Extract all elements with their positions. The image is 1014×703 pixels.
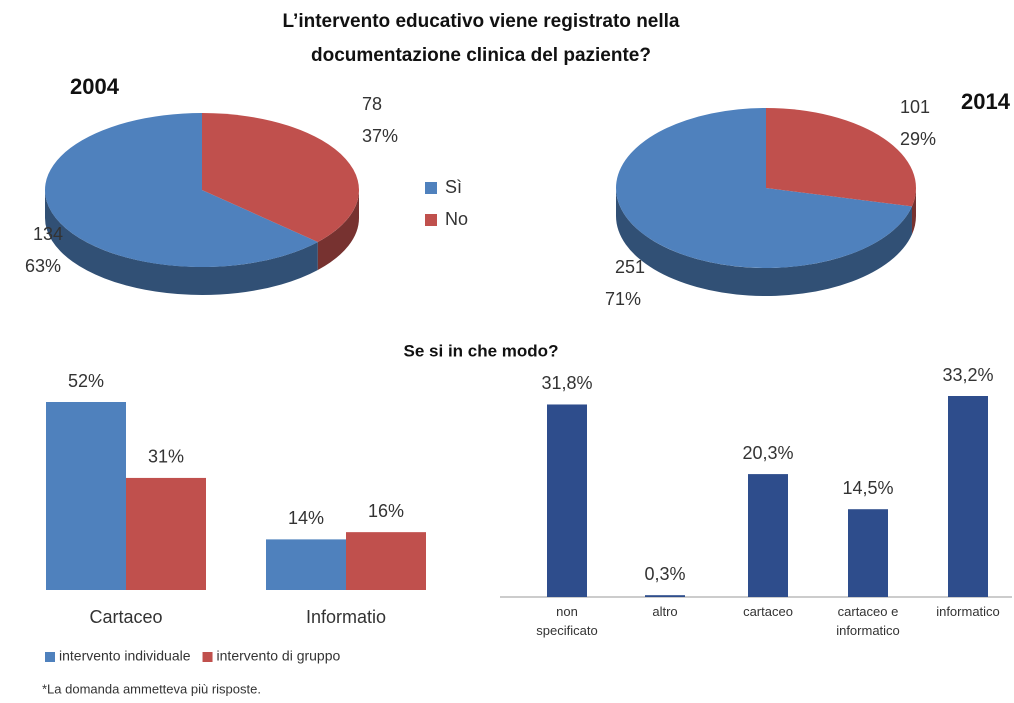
title-line: L’intervento educativo viene registrato … xyxy=(282,11,679,32)
slice-percent: 63% xyxy=(25,256,61,276)
bar-value-label: 16% xyxy=(368,501,404,521)
slice-percent: 37% xyxy=(362,126,398,146)
bar-value-label: 31% xyxy=(148,447,184,467)
legend-label: No xyxy=(445,209,468,229)
bar-value-label: 0,3% xyxy=(644,564,685,584)
x-label-box: non specificato xyxy=(536,604,598,638)
x-tick-label: altro xyxy=(652,604,678,619)
x-tick-label: Cartaceo xyxy=(89,607,162,627)
bar xyxy=(126,477,206,590)
footnote: *La domanda ammetteva più risposte. xyxy=(42,681,261,696)
slice-percent: 29% xyxy=(900,129,936,149)
slice-value: 251 xyxy=(615,257,645,277)
x-tick-label: cartaceo xyxy=(743,604,793,619)
bar xyxy=(948,396,988,597)
bar xyxy=(645,595,685,597)
bar xyxy=(266,539,346,590)
slice-side xyxy=(616,188,912,297)
pie-title: 2004 xyxy=(70,74,120,99)
bar xyxy=(748,474,788,597)
legend-swatch xyxy=(202,652,213,662)
pie-title: 2014 xyxy=(961,89,1011,114)
slice-percent: 71% xyxy=(605,289,641,309)
x-label-box: cartaceo e informatico xyxy=(836,604,900,638)
x-label-box: informatico xyxy=(936,604,1000,619)
pie-slice xyxy=(44,113,318,267)
legend-swatch xyxy=(425,214,437,226)
bar-value-label: 31,8% xyxy=(541,373,592,393)
legend-swatch xyxy=(425,182,437,194)
slice-side xyxy=(911,188,916,235)
x-tick-label: cartaceo e informatico xyxy=(836,604,900,638)
legend-label: Sì xyxy=(445,177,462,197)
bar-value-label: 52% xyxy=(68,371,104,391)
bar xyxy=(46,402,126,590)
title-line: documentazione clinica del paziente? xyxy=(311,45,651,66)
legend-label: intervento di gruppo xyxy=(217,648,341,664)
x-tick-label: non specificato xyxy=(536,604,598,638)
bar-value-label: 14,5% xyxy=(842,478,893,498)
bar xyxy=(848,509,888,597)
slice-side xyxy=(45,190,318,295)
bar-value-label: 14% xyxy=(288,508,324,528)
slice-value: 101 xyxy=(900,97,930,117)
pie-slice xyxy=(202,113,359,242)
bar-value-label: 20,3% xyxy=(742,443,793,463)
pie-slice xyxy=(616,108,912,268)
legend-swatch xyxy=(45,652,55,662)
slice-value: 134 xyxy=(33,224,63,244)
subtitle: Se si in che modo? xyxy=(404,341,559,360)
slice-side xyxy=(317,190,359,270)
x-label-box: altro xyxy=(652,604,678,619)
legend-label: intervento individuale xyxy=(59,648,191,664)
bar xyxy=(547,404,587,597)
x-label-box: cartaceo xyxy=(743,604,793,619)
pie-slice xyxy=(766,108,916,207)
slice-value: 78 xyxy=(362,94,382,114)
x-tick-label: informatico xyxy=(936,604,1000,619)
bar xyxy=(346,532,426,590)
x-tick-label: Informatio xyxy=(306,607,386,627)
bar-value-label: 33,2% xyxy=(942,365,993,385)
